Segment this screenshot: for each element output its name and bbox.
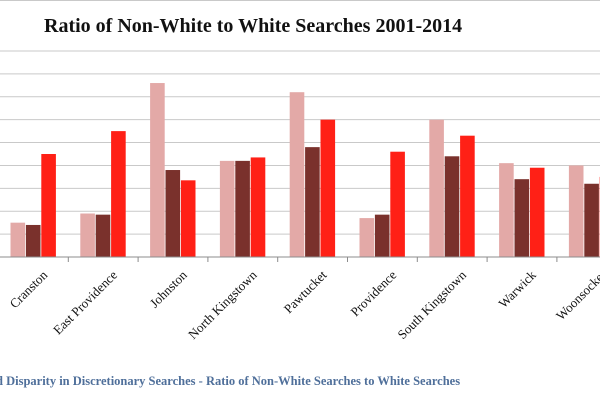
bar-2 — [514, 179, 530, 257]
category-label: North Kingstown — [185, 267, 260, 342]
bar-2 — [444, 156, 460, 257]
bar-1 — [219, 160, 235, 257]
bar-3 — [529, 167, 545, 257]
category-label: Pawtucket — [281, 267, 330, 316]
bar-3 — [111, 131, 126, 257]
bar-2 — [305, 147, 320, 257]
bar-2 — [584, 183, 599, 257]
category-label: Johnston — [147, 267, 191, 311]
bar-3 — [320, 119, 336, 258]
category-label: Cranston — [6, 267, 50, 311]
chart-caption: d Disparity in Discretionary Searches - … — [0, 374, 461, 388]
bar-1 — [10, 222, 26, 257]
bar-2 — [25, 224, 41, 257]
x-axis — [0, 256, 600, 262]
bar-1 — [499, 163, 514, 257]
category-label: South Kingstown — [394, 267, 469, 342]
chart-title: Ratio of Non-White to White Searches 200… — [44, 15, 463, 37]
bar-3 — [460, 135, 475, 257]
category-label: Providence — [347, 267, 399, 319]
bar-1 — [289, 92, 305, 257]
bar-1 — [150, 83, 165, 258]
bar-3 — [250, 157, 266, 257]
category-label: Warwick — [495, 267, 539, 311]
bar-3 — [390, 151, 405, 257]
bar-1 — [80, 213, 95, 257]
category-label: East Providence — [50, 267, 120, 337]
bar-1 — [359, 218, 375, 257]
bar-2 — [95, 214, 111, 257]
bar-3 — [180, 180, 196, 257]
bar-1 — [568, 165, 584, 257]
category-label: Woonsocket — [553, 267, 600, 323]
bar-2 — [235, 160, 250, 257]
bar-1 — [429, 119, 444, 258]
bars — [10, 83, 600, 258]
bar-3 — [41, 154, 56, 257]
bar-2 — [165, 170, 181, 257]
bar-2 — [374, 214, 390, 257]
